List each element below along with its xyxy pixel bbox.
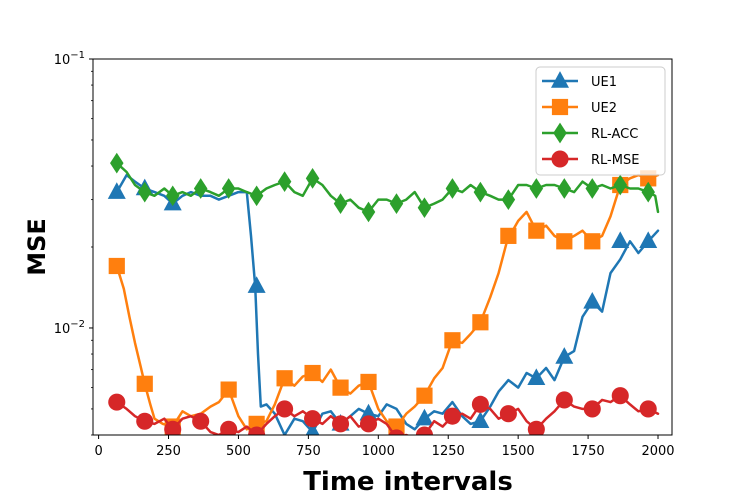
data-point-ue2 xyxy=(472,314,489,331)
data-point-rl-acc xyxy=(361,201,376,223)
data-point-rl-mse xyxy=(388,429,405,435)
data-point-rl-mse xyxy=(220,420,238,435)
data-point-rl-mse xyxy=(639,400,657,418)
data-point-rl-mse xyxy=(164,420,182,435)
data-point-rl-acc xyxy=(221,178,236,199)
data-point-ue2 xyxy=(220,381,237,398)
x-tick-label: 1000 xyxy=(362,444,395,459)
data-point-ue1 xyxy=(611,231,630,249)
x-tick-label: 1500 xyxy=(502,444,535,459)
x-tick-label: 0 xyxy=(94,444,102,459)
legend-marker-rl-acc xyxy=(553,122,567,144)
data-point-ue2 xyxy=(444,332,461,349)
data-point-rl-mse xyxy=(471,395,489,413)
x-tick-label: 1750 xyxy=(572,444,605,459)
legend-label-rl-mse: RL-MSE xyxy=(591,153,639,168)
data-point-rl-mse xyxy=(304,410,322,428)
data-point-ue2 xyxy=(108,257,125,275)
data-point-rl-acc xyxy=(249,185,264,207)
data-point-rl-acc xyxy=(501,189,516,210)
data-point-rl-acc xyxy=(473,181,488,203)
x-tick-label: 1250 xyxy=(432,444,465,459)
data-point-rl-mse xyxy=(248,426,266,435)
data-point-ue2 xyxy=(136,375,153,392)
data-point-rl-acc xyxy=(641,181,655,203)
x-tick-label: 750 xyxy=(296,444,321,459)
data-point-ue2 xyxy=(500,227,517,244)
data-point-rl-acc xyxy=(585,178,600,199)
data-point-rl-mse xyxy=(331,415,350,433)
data-point-rl-acc xyxy=(557,178,572,199)
data-point-rl-acc xyxy=(110,152,124,174)
legend-box xyxy=(535,66,666,176)
data-point-rl-mse xyxy=(276,400,294,418)
data-point-ue2 xyxy=(556,233,573,250)
data-point-ue2 xyxy=(276,370,293,387)
data-point-rl-mse xyxy=(499,405,517,423)
x-tick-label: 2000 xyxy=(641,444,674,459)
data-point-ue1 xyxy=(415,408,434,426)
data-point-rl-mse xyxy=(611,387,629,405)
data-point-ue2 xyxy=(416,387,433,404)
x-tick-label: 250 xyxy=(156,444,181,459)
data-point-rl-mse xyxy=(108,393,126,411)
legend: UE1 UE2 RL-ACC RL-MSE xyxy=(535,66,666,176)
data-point-rl-acc xyxy=(305,167,320,189)
legend-marker-rl-mse xyxy=(551,150,569,168)
data-point-ue1 xyxy=(555,347,574,364)
data-point-rl-acc xyxy=(529,178,544,199)
x-tick-label: 500 xyxy=(226,444,251,459)
data-point-rl-mse xyxy=(527,420,545,435)
legend-label-ue2: UE2 xyxy=(591,101,617,116)
data-point-ue1 xyxy=(359,403,378,421)
data-point-ue2 xyxy=(584,233,601,250)
data-point-rl-mse xyxy=(555,391,573,409)
data-point-ue2 xyxy=(528,222,545,239)
data-point-rl-mse xyxy=(443,407,461,425)
data-point-ue2 xyxy=(360,373,377,391)
y-tick-label: 10−2 xyxy=(54,319,85,337)
data-point-rl-mse xyxy=(359,415,378,433)
data-point-ue1 xyxy=(583,292,602,309)
data-point-rl-acc xyxy=(277,171,292,192)
data-point-ue1 xyxy=(107,182,126,199)
data-point-ue1 xyxy=(639,231,658,249)
data-point-ue1 xyxy=(305,422,320,435)
data-point-rl-acc xyxy=(417,197,432,219)
x-axis: 0 250 500 750 1000 1250 1500 1750 2000 xyxy=(94,435,675,459)
data-point-rl-acc xyxy=(193,178,208,199)
legend-label-rl-acc: RL-ACC xyxy=(591,127,638,142)
data-point-ue1 xyxy=(247,276,266,293)
series-layer xyxy=(107,152,660,435)
y-axis-title: MSE xyxy=(23,218,51,276)
data-point-rl-mse xyxy=(192,412,210,430)
y-axis: 10−1 10−2 xyxy=(54,50,93,436)
legend-label-ue1: UE1 xyxy=(591,75,617,90)
data-point-rl-mse xyxy=(415,426,434,435)
x-axis-title: Time intervals xyxy=(303,467,513,497)
data-point-rl-mse xyxy=(136,412,154,430)
data-point-rl-acc xyxy=(333,193,348,214)
data-point-rl-acc xyxy=(137,181,152,203)
data-point-rl-mse xyxy=(583,400,601,418)
legend-marker-ue1 xyxy=(551,71,569,88)
data-point-ue1 xyxy=(471,411,490,428)
legend-marker-ue2 xyxy=(551,98,569,116)
data-point-rl-acc xyxy=(445,178,460,199)
data-point-rl-acc xyxy=(389,193,404,214)
data-point-rl-acc xyxy=(165,185,180,207)
y-tick-label: 10−1 xyxy=(54,50,85,68)
data-point-ue2 xyxy=(304,364,321,382)
data-point-rl-acc xyxy=(613,174,628,196)
data-point-ue1 xyxy=(527,368,546,386)
data-point-ue2 xyxy=(332,379,349,396)
